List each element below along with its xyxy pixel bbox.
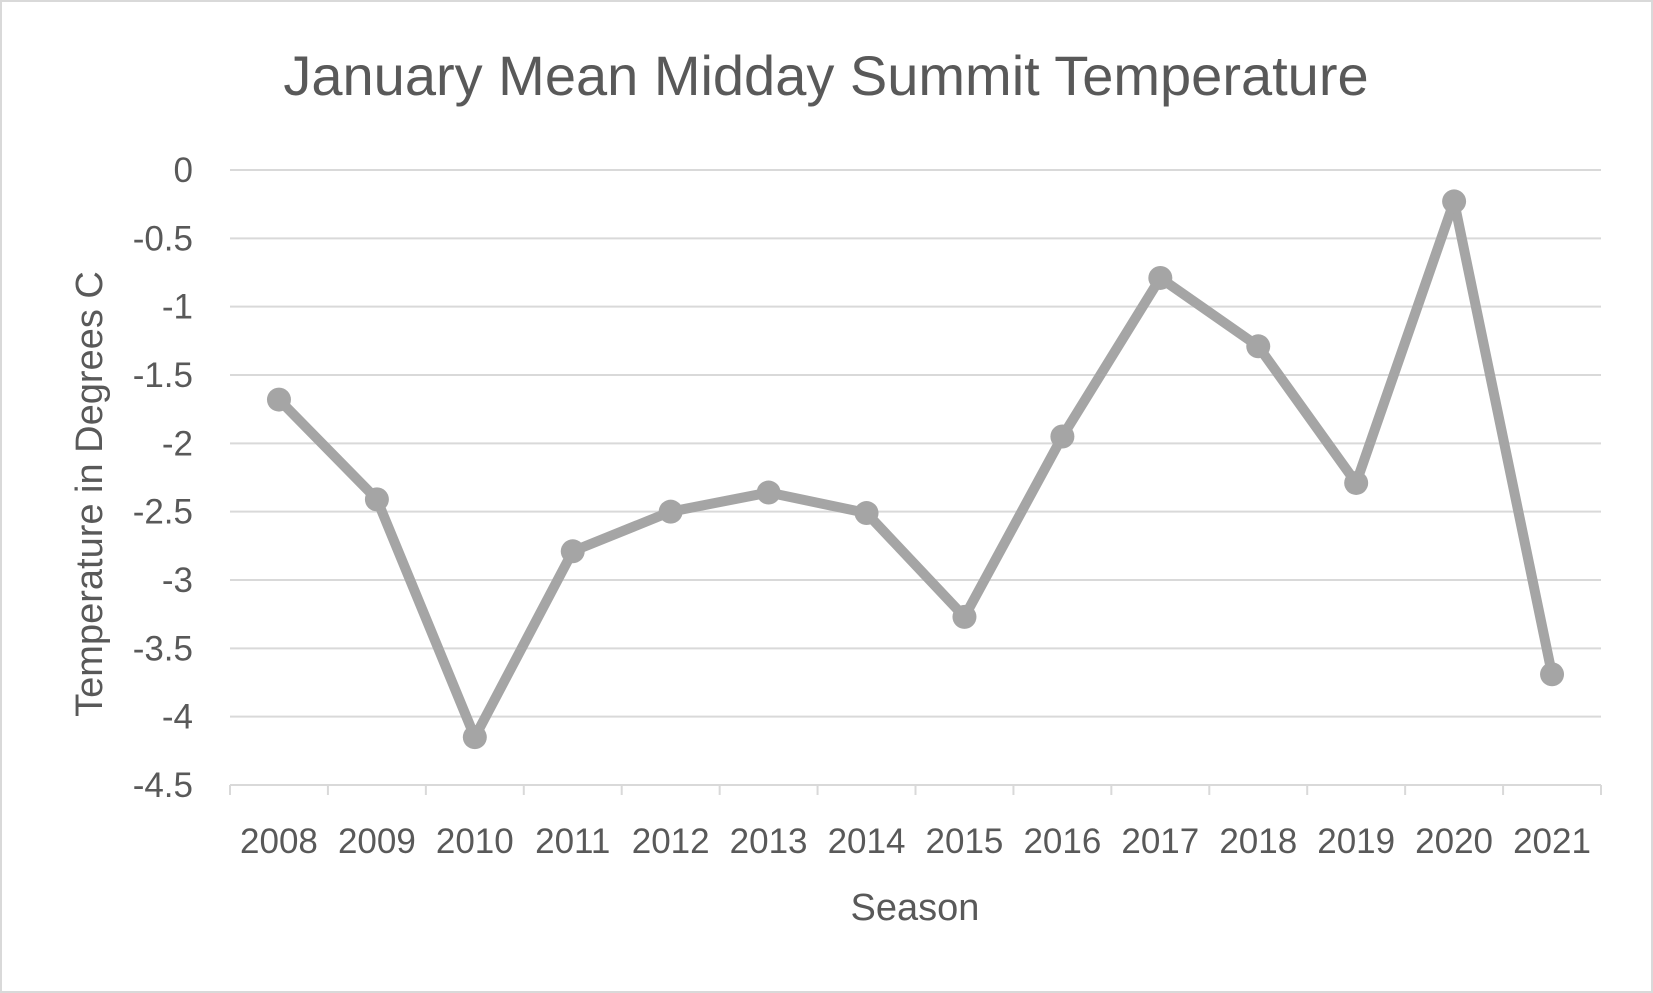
data-point — [854, 501, 879, 526]
x-axis — [229, 784, 1602, 795]
x-tick-label: 2010 — [436, 822, 514, 861]
data-point — [1246, 334, 1271, 359]
x-tick-label: 2011 — [535, 822, 610, 861]
x-tick-label: 2017 — [1121, 822, 1199, 861]
gridlines — [230, 169, 1601, 718]
data-point — [1148, 265, 1173, 290]
y-tick-label: -4 — [162, 698, 193, 737]
data-point — [1540, 662, 1565, 687]
data-point — [560, 539, 585, 564]
data-point — [1442, 189, 1467, 214]
y-axis-title: Temperature in Degrees C — [69, 271, 111, 717]
x-tick-labels: 2008 2009 2010 2011 2012 2013 2014 2015 2016 2017… — [240, 822, 1591, 861]
x-tick-label: 2015 — [926, 822, 1004, 861]
y-tick-label: -2.5 — [133, 493, 193, 532]
data-point — [364, 487, 389, 512]
y-tick-label: -1 — [162, 288, 193, 327]
series — [266, 189, 1565, 750]
x-tick-label: 2012 — [632, 822, 710, 861]
x-tick-label: 2009 — [338, 822, 416, 861]
data-point — [952, 604, 977, 629]
x-tick-label: 2014 — [828, 822, 906, 861]
chart-title: January Mean Midday Summit Temperature — [283, 44, 1368, 107]
data-point — [266, 387, 291, 412]
x-tick-label: 2013 — [730, 822, 808, 861]
y-tick-label: 0 — [174, 151, 193, 190]
y-tick-labels: 0 -0.5 -1 -1.5 -2 -2.5 -3 -3.5 -4 -4.5 — [133, 151, 193, 805]
y-tick-label: -4.5 — [133, 766, 193, 805]
y-tick-label: -2 — [162, 424, 193, 463]
data-point — [462, 725, 487, 750]
series-line — [273, 196, 1558, 743]
x-tick-label: 2008 — [240, 822, 318, 861]
x-tick-label: 2021 — [1513, 822, 1591, 861]
x-tick-label: 2020 — [1415, 822, 1493, 861]
data-point — [1050, 424, 1075, 449]
data-point — [756, 480, 781, 505]
data-point — [1344, 470, 1369, 495]
x-tick-label: 2016 — [1023, 822, 1101, 861]
data-point — [658, 499, 683, 524]
x-axis-title: Season — [851, 887, 980, 929]
y-tick-label: -3.5 — [133, 629, 193, 668]
y-tick-label: -0.5 — [133, 219, 193, 258]
y-tick-label: -1.5 — [133, 356, 193, 395]
y-tick-label: -3 — [162, 561, 193, 600]
x-tick-label: 2019 — [1317, 822, 1395, 861]
x-tick-label: 2018 — [1219, 822, 1297, 861]
